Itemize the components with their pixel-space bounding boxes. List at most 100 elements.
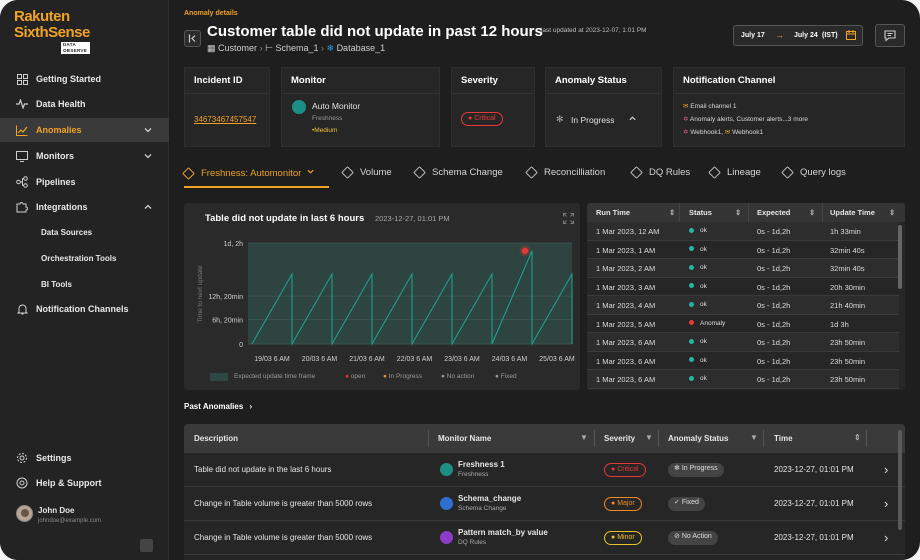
table-row[interactable]: 1 Mar 2023, 2 AM ok 0s - 1d,2h 32min 40s: [587, 259, 899, 278]
monitor-name[interactable]: Freshness 1: [458, 460, 505, 469]
user-profile[interactable]: John Doe johndoe@example.com: [16, 505, 101, 524]
table-row[interactable]: 1 Mar 2023, 6 AM ok 0s - 1d,2h 23h 50min: [587, 333, 899, 352]
tab-label: Lineage: [727, 167, 761, 178]
status-dropdown[interactable]: In Progress: [571, 115, 615, 125]
diamond-icon: [341, 166, 354, 179]
status-badge[interactable]: ⊘ No Action: [668, 531, 718, 545]
col-anomaly-status[interactable]: Anomaly Status: [668, 434, 729, 443]
past-anomalies-table: Description Monitor Name ▼ Severity ▼ An…: [184, 424, 905, 560]
sidebar-item-getting-started[interactable]: Getting Started: [0, 67, 169, 91]
monitor-name[interactable]: Schema_change: [458, 494, 522, 503]
past-anomalies-heading[interactable]: Past Anomalies ›: [184, 402, 252, 411]
expand-icon[interactable]: [563, 213, 574, 226]
col-description[interactable]: Description: [194, 434, 239, 443]
tab-freshness[interactable]: Freshness: Automonitor: [182, 166, 315, 180]
filter-icon[interactable]: ▼: [580, 433, 588, 442]
table-row[interactable]: Table did not update in the last 6 hours…: [184, 453, 905, 487]
run-status-text: Anomaly: [700, 319, 726, 327]
table-row[interactable]: 1 Mar 2023, 1 AM ok 0s - 1d,2h 32min 40s: [587, 241, 899, 259]
status-text: In Progress: [681, 465, 718, 472]
user-email: johndoe@example.com: [38, 518, 102, 524]
legend-swatch-band: [210, 373, 228, 381]
filter-icon[interactable]: ▼: [645, 433, 653, 442]
table-row[interactable]: Change in Table volume is greater than 5…: [184, 487, 905, 521]
monitor-name[interactable]: Pattern match_by value: [458, 528, 548, 537]
tab-label: Schema Change: [432, 167, 503, 178]
comments-button[interactable]: [875, 24, 905, 47]
page-scrollbar[interactable]: [898, 430, 902, 530]
tab-lineage[interactable]: Lineage: [708, 166, 761, 179]
date-from: July 17: [741, 32, 765, 39]
scrollbar[interactable]: [898, 225, 902, 289]
table-row[interactable]: Change in Table volume is greater than 5…: [184, 521, 905, 555]
sidebar-item-anomalies[interactable]: Anomalies: [0, 118, 169, 142]
col-run-time[interactable]: Run Time: [596, 208, 631, 217]
brand-logo[interactable]: Rakuten SixthSense DATA OBSERVE: [14, 9, 90, 54]
sort-icon[interactable]: ⇕: [889, 208, 896, 217]
sidebar-item-orchestration-tools[interactable]: Orchestration Tools: [0, 246, 169, 270]
sort-icon[interactable]: ⇕: [854, 433, 861, 442]
col-expected[interactable]: Expected: [757, 208, 791, 217]
status-badge[interactable]: ✻ In Progress: [668, 463, 724, 477]
run-expected: 0s - 1d,2h: [757, 264, 791, 273]
sidebar-item-bi-tools[interactable]: BI Tools: [0, 272, 169, 296]
col-time[interactable]: Time: [774, 434, 793, 443]
sidebar-item-notification-channels[interactable]: Notification Channels: [0, 297, 169, 321]
col-severity[interactable]: Severity: [604, 434, 636, 443]
table-row[interactable]: 1 Mar 2023, 6 AM ok 0s - 1d,2h 23h 50min: [587, 352, 899, 370]
back-button[interactable]: [184, 30, 201, 47]
col-status[interactable]: Status: [689, 208, 712, 217]
sort-icon[interactable]: ⇕: [809, 208, 816, 217]
monitor-name[interactable]: Auto Monitor: [312, 101, 361, 111]
run-status-text: ok: [700, 375, 707, 382]
tab-schema-change[interactable]: Schema Change: [413, 166, 503, 179]
incident-id-link[interactable]: 34673467457547: [194, 115, 257, 124]
breadcrumb-table[interactable]: Customer: [218, 43, 258, 53]
notification-channel-card: Notification Channel ✉ Email channel 1 ✡…: [673, 67, 905, 147]
notif-email-text: Email channel 1: [690, 103, 737, 110]
run-time: 1 Mar 2023, 2 AM: [596, 264, 656, 273]
run-update-time: 32min 40s: [830, 264, 865, 273]
breadcrumb-database[interactable]: Database_1: [336, 43, 386, 53]
run-status: ok: [689, 375, 707, 382]
chevron-right-icon[interactable]: ›: [884, 462, 889, 477]
chevron-right-icon[interactable]: ›: [884, 530, 889, 545]
legend-in-progress: ● In Progress: [383, 373, 422, 380]
mail-icon: ✉: [683, 103, 689, 110]
x-tick-label: 19/03 6 AM: [254, 356, 290, 363]
status-badge[interactable]: ✓ Fixed: [668, 497, 705, 511]
status-dot: [689, 227, 694, 233]
sidebar-item-label: Data Health: [36, 99, 86, 109]
sidebar-item-settings[interactable]: Settings: [0, 446, 169, 470]
table-row[interactable]: 1 Mar 2023, 5 AM Anomaly 0s - 1d,2h 1d 3h: [587, 315, 899, 333]
anomaly-description: Change in Table volume is greater than 5…: [194, 499, 373, 508]
tab-dq-rules[interactable]: DQ Rules: [630, 166, 690, 179]
collapse-sidebar-button[interactable]: [140, 539, 153, 552]
col-update-time[interactable]: Update Time: [830, 208, 875, 217]
sidebar-item-data-sources[interactable]: Data Sources: [0, 220, 169, 244]
filter-icon[interactable]: ▼: [750, 433, 758, 442]
notif-slack-text: Anomaly alerts, Customer alerts...3 more: [689, 116, 809, 123]
chevron-right-icon[interactable]: ›: [884, 496, 889, 511]
sidebar-item-help-support[interactable]: Help & Support: [0, 471, 169, 495]
tab-reconcilliation[interactable]: Reconcilliation: [525, 166, 605, 179]
sort-icon[interactable]: ⇕: [669, 208, 676, 217]
run-status: Anomaly: [689, 320, 725, 327]
date-range-picker[interactable]: July 17 → July 24 (IST): [733, 25, 863, 46]
sidebar-item-data-health[interactable]: Data Health: [0, 92, 169, 116]
table-row[interactable]: 1 Mar 2023, 3 AM ok 0s - 1d,2h 20h 30min: [587, 278, 899, 296]
chevron-up-icon[interactable]: [628, 114, 637, 125]
table-row[interactable]: 1 Mar 2023, 4 AM ok 0s - 1d,2h 21h 40min: [587, 296, 899, 315]
col-monitor-name[interactable]: Monitor Name: [438, 434, 492, 443]
run-expected: 0s - 1d,2h: [757, 282, 791, 292]
breadcrumb-schema[interactable]: Schema_1: [275, 43, 319, 53]
chat-icon: [884, 30, 896, 42]
table-row[interactable]: 1 Mar 2023, 6 AM ok 0s - 1d,2h 23h 50min: [587, 370, 899, 389]
tab-query-logs[interactable]: Query logs: [781, 166, 846, 179]
table-row[interactable]: 1 Mar 2023, 12 AM ok 0s - 1d,2h 1h 33min: [587, 222, 899, 241]
sidebar-item-integrations[interactable]: Integrations: [0, 195, 169, 219]
tab-volume[interactable]: Volume: [341, 166, 392, 179]
sidebar-item-pipelines[interactable]: Pipelines: [0, 170, 169, 194]
sort-icon[interactable]: ⇕: [735, 208, 742, 217]
sidebar-item-monitors[interactable]: Monitors: [0, 144, 169, 168]
